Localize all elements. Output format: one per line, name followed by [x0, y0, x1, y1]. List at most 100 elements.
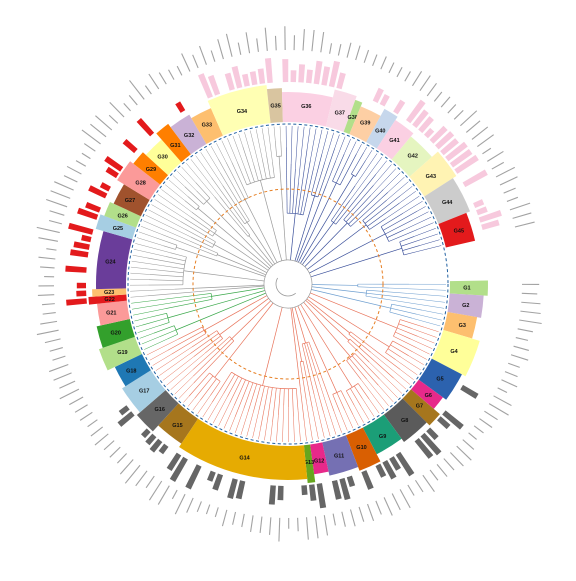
- tree-branch: [224, 374, 235, 393]
- tree-tip-branch: [149, 210, 186, 230]
- tree-tip-branch: [219, 403, 230, 426]
- group-label-g39: G39: [360, 121, 370, 127]
- tree-tip-branch: [134, 317, 149, 321]
- tree-tip-branch: [270, 422, 272, 441]
- group-label-g11: G11: [334, 454, 344, 460]
- tree-tip-branch: [201, 152, 223, 185]
- tip-label-mark: [129, 95, 137, 105]
- tree-branch: [350, 339, 394, 378]
- tree-tip-branch: [416, 348, 429, 355]
- outer-bar: [301, 485, 307, 495]
- tip-label-mark: [84, 144, 95, 152]
- tree-tip-branch: [378, 385, 393, 402]
- tree-branch: [147, 258, 184, 265]
- tip-label-mark: [508, 363, 520, 367]
- tree-clade-arc: [213, 242, 216, 248]
- tip-label-mark: [496, 167, 515, 177]
- tree-tip-branch: [179, 383, 194, 399]
- outer-bar: [317, 483, 326, 508]
- tree-branch: [358, 287, 390, 288]
- tip-label-mark: [242, 514, 245, 527]
- tip-label-mark: [469, 433, 477, 440]
- group-label-g29: G29: [146, 167, 156, 173]
- tip-label-mark: [238, 43, 241, 55]
- group-label-g12: G12: [314, 458, 324, 464]
- tree-tip-branch: [274, 127, 275, 141]
- tip-label-mark: [275, 36, 276, 50]
- tip-label-mark: [60, 389, 79, 399]
- tree-tip-branch: [361, 406, 369, 419]
- tip-label-mark: [40, 321, 57, 324]
- tree-tip-branch: [363, 399, 375, 417]
- tip-label-mark: [368, 504, 374, 521]
- tree-branch: [168, 291, 265, 318]
- tip-label-mark: [120, 459, 133, 474]
- inner-dashed-circle: [193, 189, 383, 379]
- tree-clade-arc: [331, 221, 336, 224]
- tip-label-mark: [315, 516, 318, 538]
- tree-branch: [350, 389, 361, 407]
- tree-branch: [352, 356, 378, 385]
- tree-tip-branch: [158, 194, 191, 217]
- tree-branch: [175, 288, 195, 289]
- tip-label-mark: [159, 73, 166, 85]
- tree-branch: [160, 330, 176, 337]
- outer-bar: [227, 478, 238, 499]
- tree-branch: [290, 214, 295, 261]
- tree-tip-branch: [130, 273, 150, 274]
- tree-branch: [220, 197, 250, 235]
- outer-bar: [309, 484, 316, 501]
- tree-tip-branch: [169, 180, 188, 196]
- tree-branch: [304, 302, 351, 357]
- outer-bar: [70, 249, 89, 257]
- tree-branch: [311, 289, 390, 308]
- tree-branch: [351, 153, 363, 174]
- tree-tip-branch: [389, 288, 446, 290]
- tree-branch: [385, 353, 395, 360]
- outer-bar: [236, 480, 246, 499]
- tip-label-mark: [211, 50, 215, 61]
- tip-label-mark: [82, 153, 90, 158]
- tree-branch: [245, 200, 277, 263]
- tree-branch: [367, 290, 408, 293]
- tip-label-mark: [149, 74, 159, 89]
- outer-bar: [77, 283, 86, 289]
- tip-label-mark: [222, 510, 226, 526]
- tip-label-mark: [145, 86, 151, 94]
- group-label-g6: G6: [425, 393, 432, 399]
- tree-clade-arc: [213, 231, 217, 237]
- tip-label-mark: [364, 50, 368, 63]
- tree-tip-branch: [193, 400, 201, 410]
- group-label-g19: G19: [117, 350, 127, 356]
- tip-label-mark: [117, 453, 126, 463]
- tree-branch: [181, 222, 216, 242]
- tree-branch: [150, 274, 183, 276]
- tree-tip-branch: [165, 185, 185, 201]
- tree-clade-arc: [217, 331, 223, 339]
- tree-tip-branch: [213, 396, 227, 423]
- tree-tip-branch: [211, 146, 218, 159]
- tree-branch: [248, 384, 257, 412]
- group-label-g27: G27: [125, 198, 135, 204]
- tree-tip-branch: [424, 327, 438, 332]
- tip-label-mark: [513, 213, 532, 218]
- tip-label-mark: [454, 110, 463, 119]
- outer-bar: [141, 428, 151, 438]
- tree-branch: [355, 353, 380, 379]
- outer-bar: [258, 68, 265, 84]
- tip-label-mark: [482, 148, 490, 154]
- tip-label-mark: [507, 197, 518, 201]
- tree-branch: [245, 167, 251, 183]
- tip-label-mark: [82, 130, 101, 144]
- tree-tip-branch: [133, 255, 148, 258]
- tree-branch: [348, 341, 369, 362]
- tree-clade-arc: [363, 221, 370, 230]
- tree-tip-branch: [241, 412, 248, 435]
- tree-tip-branch: [306, 401, 312, 440]
- tip-label-mark: [265, 28, 267, 51]
- tip-label-mark: [80, 412, 92, 420]
- tree-branch: [281, 142, 282, 157]
- tip-label-mark: [75, 405, 87, 413]
- tip-label-mark: [43, 313, 56, 315]
- tree-branch: [226, 162, 245, 199]
